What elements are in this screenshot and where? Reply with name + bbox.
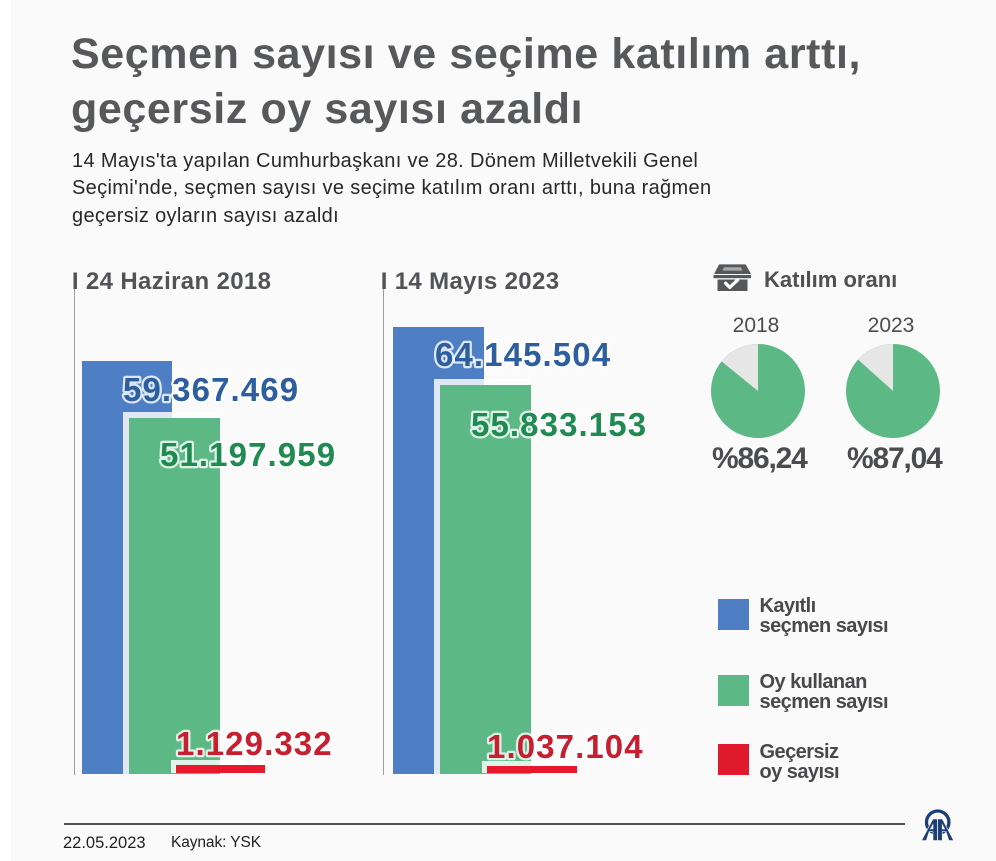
svg-text:1.037.104: 1.037.104: [487, 728, 644, 765]
svg-text:64.145.504: 64.145.504: [435, 336, 611, 373]
svg-text:59.367.469: 59.367.469: [123, 371, 299, 408]
svg-text:1.129.332: 1.129.332: [176, 725, 333, 762]
svg-text:51.197.959: 51.197.959: [160, 436, 336, 473]
svg-text:55.833.153: 55.833.153: [471, 406, 647, 443]
